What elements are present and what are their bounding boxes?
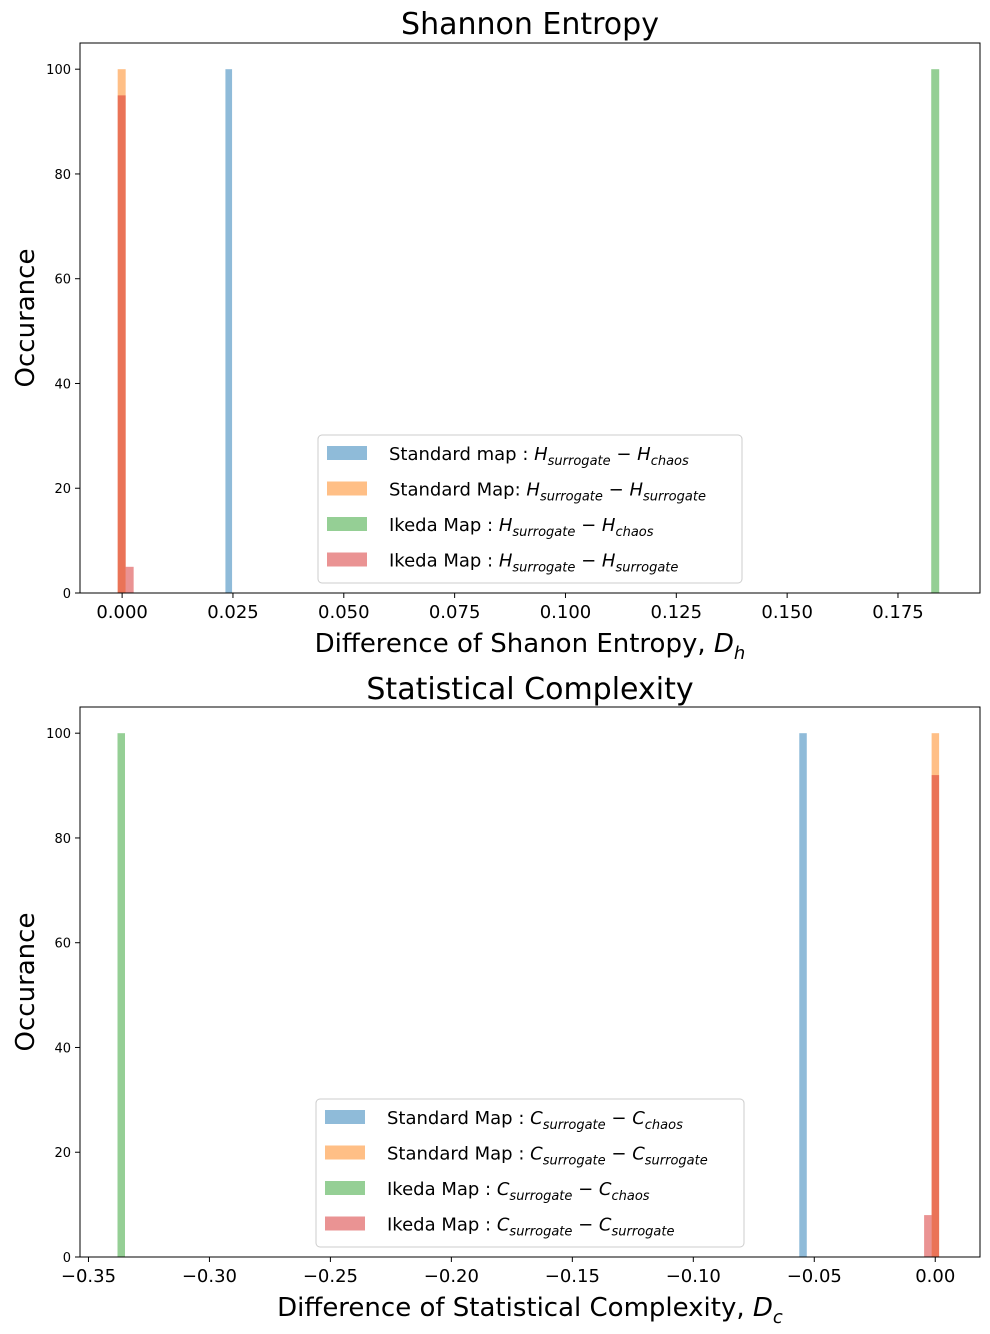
x-axis-label: Difference of Shanon Entropy, Dh (315, 629, 746, 664)
bar-series-3-1 (931, 69, 940, 593)
bar-series-4-1 (117, 95, 126, 593)
y-axis-label: Occurance (11, 913, 41, 1052)
y-tick-label: 60 (54, 937, 71, 952)
x-tick-label: 0.075 (429, 602, 481, 623)
legend-label: Ikeda Map : Csurrogate − Cchaos (387, 1179, 650, 1204)
x-tick-label: 0.050 (318, 602, 370, 623)
x-tick-label: 0.125 (651, 602, 703, 623)
legend-frame (317, 434, 743, 584)
x-tick-label: −0.25 (303, 1266, 358, 1287)
plot-frame (79, 42, 981, 594)
legend-swatch (327, 517, 367, 531)
x-tick-label: −0.05 (787, 1266, 842, 1287)
y-tick-label: 0 (63, 1251, 71, 1266)
x-tick-label: −0.15 (545, 1266, 600, 1287)
legend-frame (315, 1098, 745, 1248)
x-tick-label: 0.00 (915, 1266, 955, 1287)
x-tick-label: 0.025 (207, 602, 259, 623)
x-tick-label: 0.000 (96, 602, 148, 623)
x-tick-label: −0.35 (61, 1266, 116, 1287)
bar-series-4-2 (125, 566, 134, 593)
legend-label: Standard Map : Csurrogate − Csurrogate (387, 1144, 708, 1169)
legend-swatch (327, 552, 367, 567)
x-tick-label: −0.30 (182, 1266, 237, 1287)
legend-label: Ikeda Map : Csurrogate − Csurrogate (387, 1215, 674, 1240)
y-tick-label: 100 (46, 63, 71, 78)
chart-title: Shannon Entropy (401, 7, 659, 42)
x-tick-label: −0.20 (424, 1266, 479, 1287)
legend-label: Standard Map: Hsurrogate − Hsurrogate (389, 480, 706, 505)
x-tick-label: 0.175 (872, 602, 924, 623)
x-tick-label: 0.150 (761, 602, 813, 623)
plot-frame (79, 706, 981, 1258)
chart-panel-2: Statistical Complexity −0.35 −0.30 −0.25 −0.… (11, 672, 981, 1328)
legend-swatch (325, 1110, 365, 1124)
y-tick-label: 20 (54, 482, 71, 497)
x-axis-label: Difference of Statistical Complexity, Dc (277, 1293, 783, 1328)
y-axis-label: Occurance (11, 249, 41, 388)
chart-panel-1: Shannon Entropy 0.000 0.025 0.050 0.075 0.100… (11, 7, 981, 664)
y-tick-label: 100 (46, 727, 71, 742)
legend: Standard Map : Csurrogate − Cchaos Standa… (315, 1098, 745, 1248)
y-tick-label: 40 (54, 1041, 71, 1056)
bar-series-1-1 (799, 733, 807, 1257)
legend-label: Standard map : Hsurrogate − Hchaos (389, 444, 689, 469)
y-tick-label: 80 (54, 168, 71, 183)
bar-series-1-1 (225, 69, 233, 593)
legend-swatch (325, 1181, 365, 1195)
y-tick-label: 0 (63, 587, 71, 602)
legend-label: Ikeda Map : Hsurrogate − Hsurrogate (389, 551, 678, 576)
legend: Standard map : Hsurrogate − Hchaos Standa… (317, 434, 743, 584)
y-tick-label: 60 (54, 273, 71, 288)
legend-swatch (325, 1216, 365, 1231)
legend-label: Standard Map : Csurrogate − Cchaos (387, 1108, 683, 1133)
bar-series-4-1 (931, 775, 940, 1257)
chart-title: Statistical Complexity (366, 672, 693, 707)
x-tick-label: 0.100 (540, 602, 592, 623)
y-tick-label: 40 (54, 377, 71, 392)
legend-swatch (327, 446, 367, 460)
bar-series-3-1 (117, 733, 125, 1257)
legend-swatch (327, 481, 367, 496)
legend-swatch (325, 1145, 365, 1160)
bar-series-4-2 (924, 1215, 932, 1257)
y-tick-label: 80 (54, 832, 71, 847)
legend-label: Ikeda Map : Hsurrogate − Hchaos (389, 515, 654, 540)
x-tick-label: −0.10 (666, 1266, 721, 1287)
y-tick-label: 20 (54, 1146, 71, 1161)
